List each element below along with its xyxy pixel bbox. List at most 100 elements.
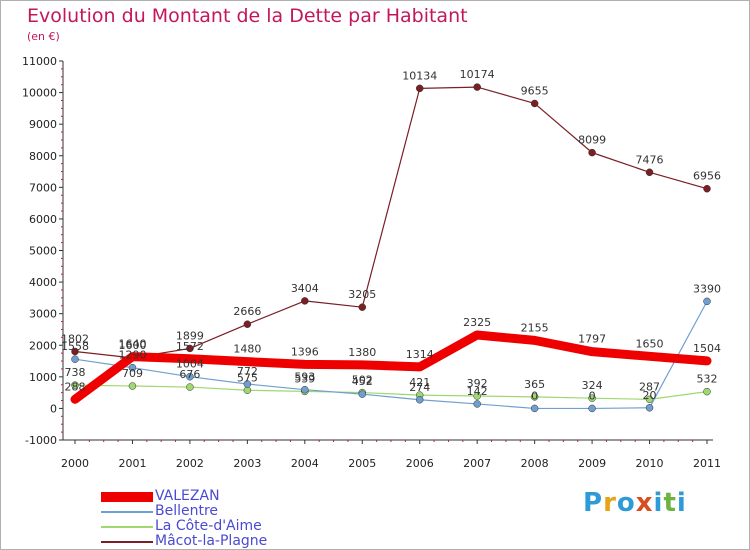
data-point-la-c-te-d-aime [71, 381, 79, 389]
data-point-bellentre [128, 363, 137, 372]
logo-letter: t [663, 488, 677, 518]
data-label-m-cot-la-plagne: 1899 [176, 329, 204, 342]
chart-series [70, 83, 712, 413]
series-valezan [70, 330, 712, 404]
data-label-valezan: 1396 [291, 345, 319, 358]
x-tick-label: 2011 [693, 457, 721, 470]
legend-label: Mâcot-la-Plagne [155, 533, 268, 549]
series-line-m-cot-la-plagne [74, 86, 708, 359]
x-tick-label: 2007 [463, 457, 491, 470]
y-tick-label: 2000 [29, 339, 57, 352]
data-point-m-cot-la-plagne [243, 320, 252, 328]
data-label-bellentre: 20 [643, 389, 657, 402]
data-point-m-cot-la-plagne [530, 99, 539, 108]
data-label-bellentre: 1004 [176, 358, 204, 371]
y-tick-label: 5000 [29, 245, 57, 258]
data-label-m-cot-la-plagne: 10174 [460, 68, 495, 81]
series-line-la-c-te-d-aime [74, 384, 708, 400]
data-point-bellentre [530, 404, 539, 413]
data-label-bellentre: 452 [352, 375, 373, 388]
data-label-valezan: 2325 [463, 316, 491, 329]
data-label-m-cot-la-plagne: 2666 [233, 305, 261, 318]
data-label-m-cot-la-plagne: 1802 [61, 333, 89, 346]
data-point-m-cot-la-plagne [71, 347, 79, 356]
series-line-valezan [70, 330, 712, 404]
y-tick-label: 8000 [29, 150, 57, 163]
data-label-la-c-te-d-aime: 421 [409, 376, 430, 389]
series-la-c-te-d-aime [71, 381, 711, 404]
data-label-valezan: 1650 [636, 337, 664, 350]
data-label-la-c-te-d-aime: 287 [639, 380, 660, 393]
data-label-la-c-te-d-aime: 392 [467, 377, 488, 390]
series-m-cot-la-plagne [71, 83, 711, 362]
y-tick-label: 0 [50, 402, 57, 415]
data-label-m-cot-la-plagne: 10134 [402, 69, 437, 82]
data-label-la-c-te-d-aime: 539 [294, 372, 315, 385]
data-label-valezan: 2155 [521, 321, 549, 334]
x-tick-label: 2010 [636, 457, 664, 470]
x-tick-label: 2001 [118, 457, 146, 470]
x-tick-label: 2009 [578, 457, 606, 470]
data-point-la-c-te-d-aime [530, 393, 539, 401]
logo-letter: P [583, 488, 604, 518]
data-point-m-cot-la-plagne [186, 344, 194, 353]
data-point-bellentre [703, 297, 711, 306]
logo-letter: i [676, 488, 687, 518]
x-tick-label: 2005 [348, 457, 376, 470]
data-label-la-c-te-d-aime: 324 [582, 379, 603, 392]
data-label-m-cot-la-plagne: 6956 [693, 170, 721, 183]
data-label-bellentre: 0 [589, 389, 596, 402]
logo-letter: x [635, 488, 654, 518]
data-label-la-c-te-d-aime: 532 [697, 373, 718, 386]
legend-swatch [101, 492, 153, 502]
logo-letter: i [653, 488, 664, 518]
data-label-la-c-te-d-aime: 502 [352, 374, 373, 387]
proxiti-logo: Proxiti [583, 488, 687, 518]
data-label-la-c-te-d-aime: 365 [524, 378, 545, 391]
data-point-bellentre [473, 400, 481, 408]
data-point-m-cot-la-plagne [415, 84, 424, 93]
data-point-bellentre [415, 396, 424, 404]
data-point-la-c-te-d-aime [703, 387, 711, 396]
legend-label: Bellentre [155, 503, 219, 519]
x-tick-label: 2000 [61, 457, 89, 470]
x-tick-label: 2002 [176, 457, 204, 470]
y-tick-label: -1000 [25, 434, 57, 447]
data-label-valezan: 1572 [176, 340, 204, 353]
data-point-la-c-te-d-aime [128, 382, 137, 390]
y-tick-label: 7000 [29, 181, 57, 194]
series-bellentre [71, 297, 711, 413]
data-point-bellentre [71, 355, 79, 363]
data-label-bellentre: 1290 [118, 349, 146, 362]
x-tick-label: 2006 [406, 457, 434, 470]
data-point-m-cot-la-plagne [301, 297, 309, 305]
data-point-la-c-te-d-aime [588, 394, 596, 402]
chart-unit-label: (en €) [27, 30, 60, 43]
y-tick-label: 3000 [29, 308, 57, 321]
data-label-m-cot-la-plagne: 1600 [118, 339, 146, 352]
logo-letter: r [603, 488, 617, 518]
x-tick-label: 2008 [521, 457, 549, 470]
data-label-bellentre: 772 [237, 365, 258, 378]
data-point-m-cot-la-plagne [358, 303, 367, 311]
data-label-valezan: 1797 [578, 333, 606, 346]
data-label-valezan: 1640 [118, 338, 146, 351]
data-label-bellentre: 3390 [693, 282, 721, 295]
legend-swatch [101, 511, 153, 513]
legend-swatch [101, 541, 153, 543]
y-tick-label: 10000 [22, 87, 57, 100]
data-label-m-cot-la-plagne: 3404 [291, 282, 319, 295]
data-point-bellentre [243, 380, 252, 388]
data-point-bellentre [358, 390, 367, 398]
data-point-m-cot-la-plagne [703, 184, 711, 193]
y-tick-label: 11000 [22, 55, 57, 68]
logo-letter: o [616, 488, 636, 518]
y-tick-label: 4000 [29, 276, 57, 289]
data-point-la-c-te-d-aime [473, 392, 481, 400]
data-label-m-cot-la-plagne: 7476 [636, 153, 664, 166]
y-tick-label: 1000 [29, 371, 57, 384]
data-point-bellentre [301, 385, 309, 394]
data-label-la-c-te-d-aime: 676 [179, 368, 200, 381]
